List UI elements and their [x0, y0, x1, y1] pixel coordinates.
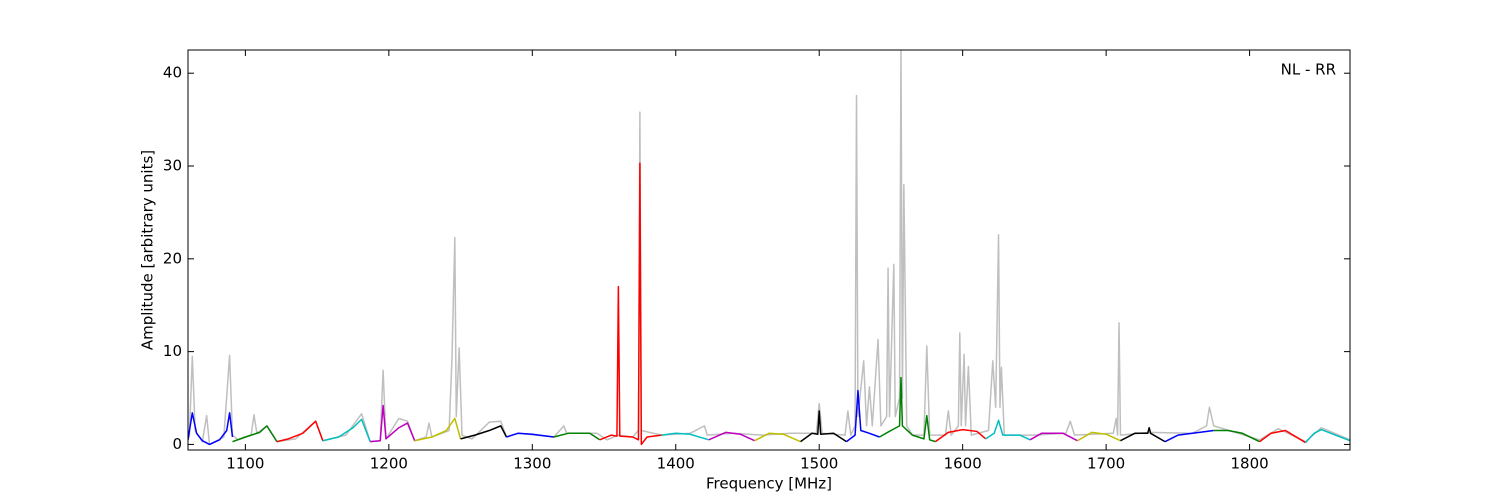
x-tick-label: 1100 — [226, 455, 264, 473]
spectrum-line — [1213, 429, 1260, 443]
spectrum-line — [708, 431, 755, 442]
x-axis-label: Frequency [MHz] — [706, 475, 832, 493]
spectrum-line — [754, 432, 801, 443]
spectrum-line — [553, 432, 601, 441]
spectrum-line — [879, 376, 936, 443]
annotation: NL - RR — [1281, 61, 1336, 79]
x-tick-label: 1500 — [800, 455, 838, 473]
spectrum-line — [1304, 428, 1350, 444]
x-tick-label: 1200 — [370, 455, 408, 473]
spectrum-line — [232, 425, 278, 443]
spectrum-line — [188, 412, 234, 446]
spectrum-line — [985, 419, 1031, 441]
spectrum-line — [1120, 426, 1166, 443]
spectrum-line — [1029, 432, 1078, 442]
x-tick-label: 1700 — [1087, 455, 1125, 473]
y-tick-label: 10 — [163, 342, 182, 360]
y-tick-label: 20 — [163, 249, 182, 267]
spectrum-line — [322, 418, 371, 442]
spectrum-line — [188, 50, 1350, 446]
y-tick-label: 0 — [172, 435, 182, 453]
x-tick-label: 1400 — [657, 455, 695, 473]
spectrum-line — [599, 162, 662, 446]
spectrum-line — [506, 432, 554, 438]
spectrum-line — [414, 417, 462, 442]
x-tick-label: 1300 — [513, 455, 551, 473]
spectrum-line — [800, 410, 847, 443]
spectrum-line — [1164, 429, 1214, 443]
axes-frame — [187, 49, 1351, 451]
spectrum-line — [276, 420, 324, 443]
spectrum-line — [934, 428, 987, 443]
spectrum-line — [846, 389, 880, 443]
y-axis-label: Amplitude [arbitrary units] — [139, 150, 157, 350]
y-tick-label: 40 — [163, 64, 182, 82]
spectrum-line — [1077, 431, 1121, 442]
y-tick-label: 30 — [163, 157, 182, 175]
spectrum-line — [370, 404, 416, 443]
x-tick-label: 1600 — [944, 455, 982, 473]
spectrum-line — [661, 432, 709, 441]
spectrum-line — [1259, 429, 1306, 444]
plot-area — [188, 50, 1350, 446]
spectrum-line — [460, 425, 508, 440]
x-tick-label: 1800 — [1230, 455, 1268, 473]
